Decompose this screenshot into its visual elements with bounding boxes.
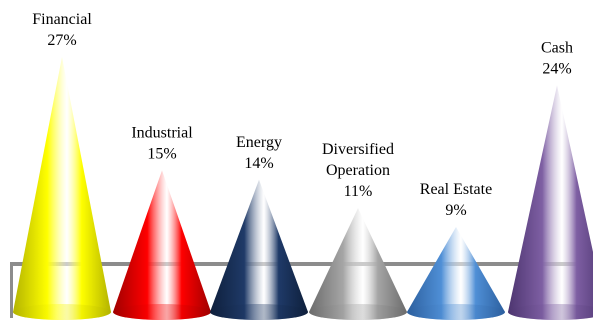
category-label: Industrial	[131, 124, 193, 141]
cone-body	[508, 85, 593, 320]
label-diversified-operation: Diversified Operation 11%	[322, 141, 394, 200]
cone-industrial	[113, 170, 211, 320]
cone-base	[210, 304, 308, 320]
label-cash: Cash 24%	[541, 39, 573, 77]
category-label: Real Estate	[420, 181, 492, 198]
label-energy: Energy 14%	[236, 134, 282, 172]
cone-real-estate	[407, 227, 505, 320]
category-label: Financial	[32, 11, 92, 28]
cone-base	[407, 304, 505, 320]
category-label: Diversified	[322, 141, 394, 158]
cone-base	[13, 304, 111, 320]
category-label: Operation	[326, 162, 390, 179]
cone-base	[113, 304, 211, 320]
cone-body	[13, 57, 111, 320]
cone-body	[309, 208, 407, 320]
value-label: 27%	[47, 32, 76, 49]
label-financial: Financial 27%	[32, 11, 92, 49]
cone-body	[210, 179, 308, 320]
label-industrial: Industrial 15%	[131, 124, 193, 162]
value-label: 11%	[344, 183, 373, 200]
chart-baseline-back	[10, 262, 585, 266]
chart-baseline-left	[10, 262, 13, 318]
cone-energy	[210, 179, 308, 320]
cone-cash	[508, 85, 593, 320]
cone-base	[508, 304, 593, 320]
cone-base	[309, 304, 407, 320]
cone-body	[113, 170, 211, 320]
category-label: Energy	[236, 134, 282, 151]
value-label: 9%	[445, 202, 466, 219]
cone-body	[407, 227, 505, 320]
value-label: 24%	[542, 60, 571, 77]
label-real-estate: Real Estate 9%	[420, 181, 492, 219]
cone-financial	[13, 57, 111, 320]
value-label: 14%	[244, 155, 273, 172]
value-label: 15%	[147, 145, 176, 162]
category-label: Cash	[541, 39, 573, 56]
cone-diversified-operation	[309, 208, 407, 320]
